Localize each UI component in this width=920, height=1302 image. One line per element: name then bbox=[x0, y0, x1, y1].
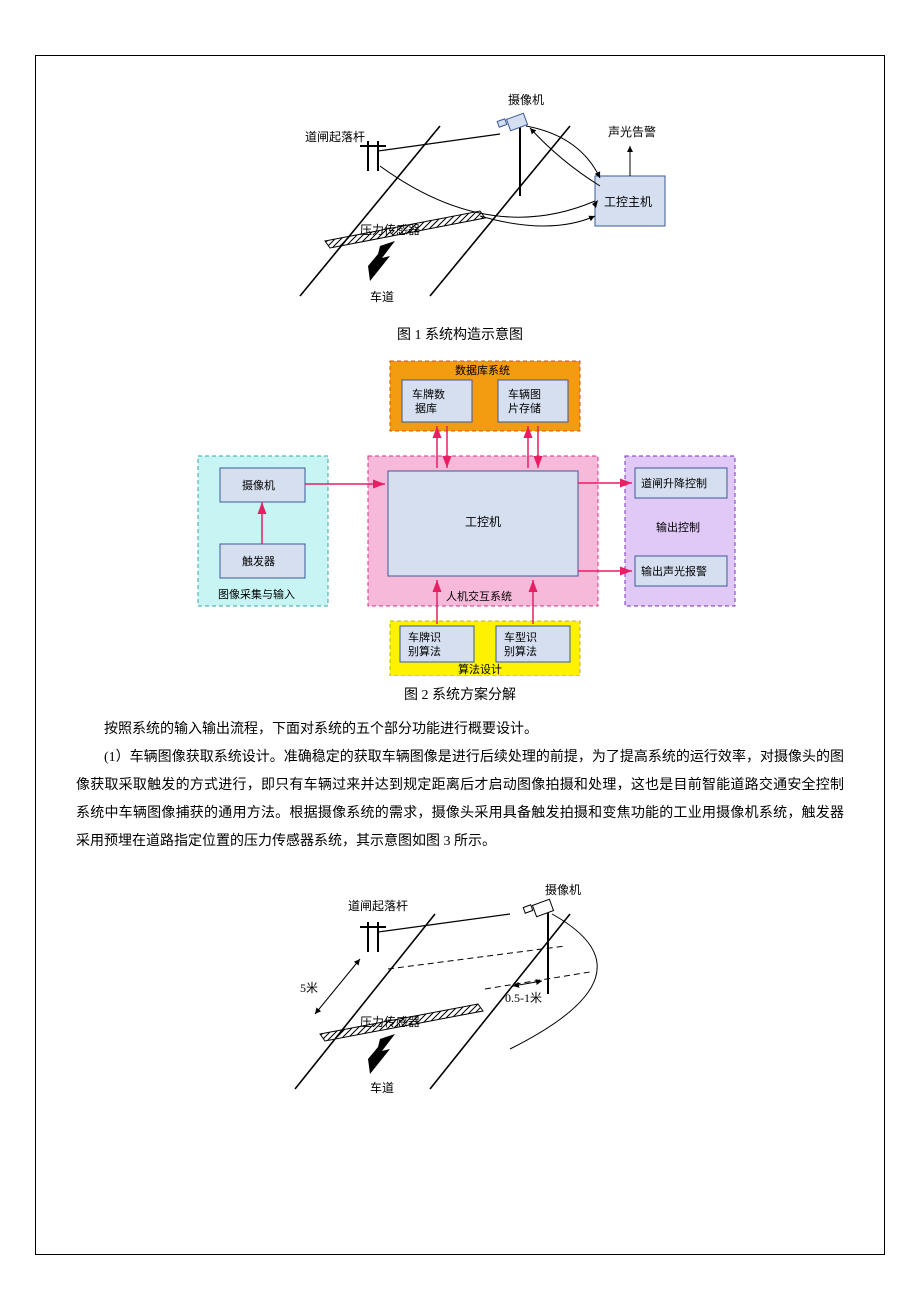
fig3-label-dist2: 0.5-1米 bbox=[505, 991, 542, 1005]
fig1-label-host: 工控主机 bbox=[604, 195, 652, 209]
page-frame: 道闸起落杆 摄像机 工控主机 声光告警 压力传感器 车道 bbox=[35, 55, 885, 1255]
fig3-label-sensor: 压力传感器 bbox=[360, 1014, 420, 1029]
svg-text:片存储: 片存储 bbox=[508, 401, 541, 415]
svg-text:车辆图: 车辆图 bbox=[508, 387, 541, 401]
svg-text:车型识: 车型识 bbox=[504, 630, 537, 644]
svg-text:车牌数: 车牌数 bbox=[412, 387, 445, 401]
figure-1: 道闸起落杆 摄像机 工控主机 声光告警 压力传感器 车道 bbox=[61, 86, 859, 316]
fig1-label-sensor: 压力传感器 bbox=[360, 222, 420, 237]
figure-1-caption: 图 1 系统构造示意图 bbox=[61, 324, 859, 344]
svg-text:车牌识: 车牌识 bbox=[408, 630, 441, 644]
fig3-label-dist1: 5米 bbox=[300, 981, 318, 995]
fig3-label-camera: 摄像机 bbox=[545, 882, 581, 897]
fig2-output-item1: 输出声光报警 bbox=[641, 564, 707, 578]
fig1-label-camera: 摄像机 bbox=[508, 92, 544, 107]
paragraph-1: 按照系统的输入输出流程，下面对系统的五个部分功能进行概要设计。 bbox=[76, 716, 844, 744]
figure-2-caption: 图 2 系统方案分解 bbox=[61, 684, 859, 704]
fig2-db-title: 数据库系统 bbox=[455, 363, 510, 377]
svg-text:别算法: 别算法 bbox=[504, 644, 537, 658]
fig2-center-title: 人机交互系统 bbox=[446, 589, 512, 603]
svg-text:据库: 据库 bbox=[415, 401, 437, 415]
fig3-label-lane: 车道 bbox=[370, 1080, 394, 1095]
figure-3: 道闸起落杆 摄像机 5米 0.5-1米 压力传感器 车道 bbox=[61, 874, 859, 1104]
fig2-output-item0: 道闸升降控制 bbox=[641, 476, 707, 490]
fig3-label-barrier: 道闸起落杆 bbox=[348, 899, 408, 913]
fig2-center-host: 工控机 bbox=[465, 515, 501, 529]
fig1-label-barrier: 道闸起落杆 bbox=[305, 130, 365, 144]
fig2-capture-item1: 触发器 bbox=[242, 554, 275, 568]
fig1-label-lane: 车道 bbox=[370, 289, 394, 304]
figure-2: 数据库系统 车牌数 据库 车辆图 片存储 摄像机 触发器 图像采集与输入 工控机… bbox=[61, 356, 859, 676]
fig2-capture-title: 图像采集与输入 bbox=[218, 587, 295, 601]
paragraph-2: (1）车辆图像获取系统设计。准确稳定的获取车辆图像是进行后续处理的前提，为了提高… bbox=[76, 744, 844, 856]
svg-text:别算法: 别算法 bbox=[408, 644, 441, 658]
fig1-label-alarm: 声光告警 bbox=[608, 124, 656, 139]
fig2-algo-title: 算法设计 bbox=[458, 662, 502, 676]
fig2-capture-item0: 摄像机 bbox=[242, 478, 275, 492]
fig2-output-title: 输出控制 bbox=[656, 520, 700, 534]
